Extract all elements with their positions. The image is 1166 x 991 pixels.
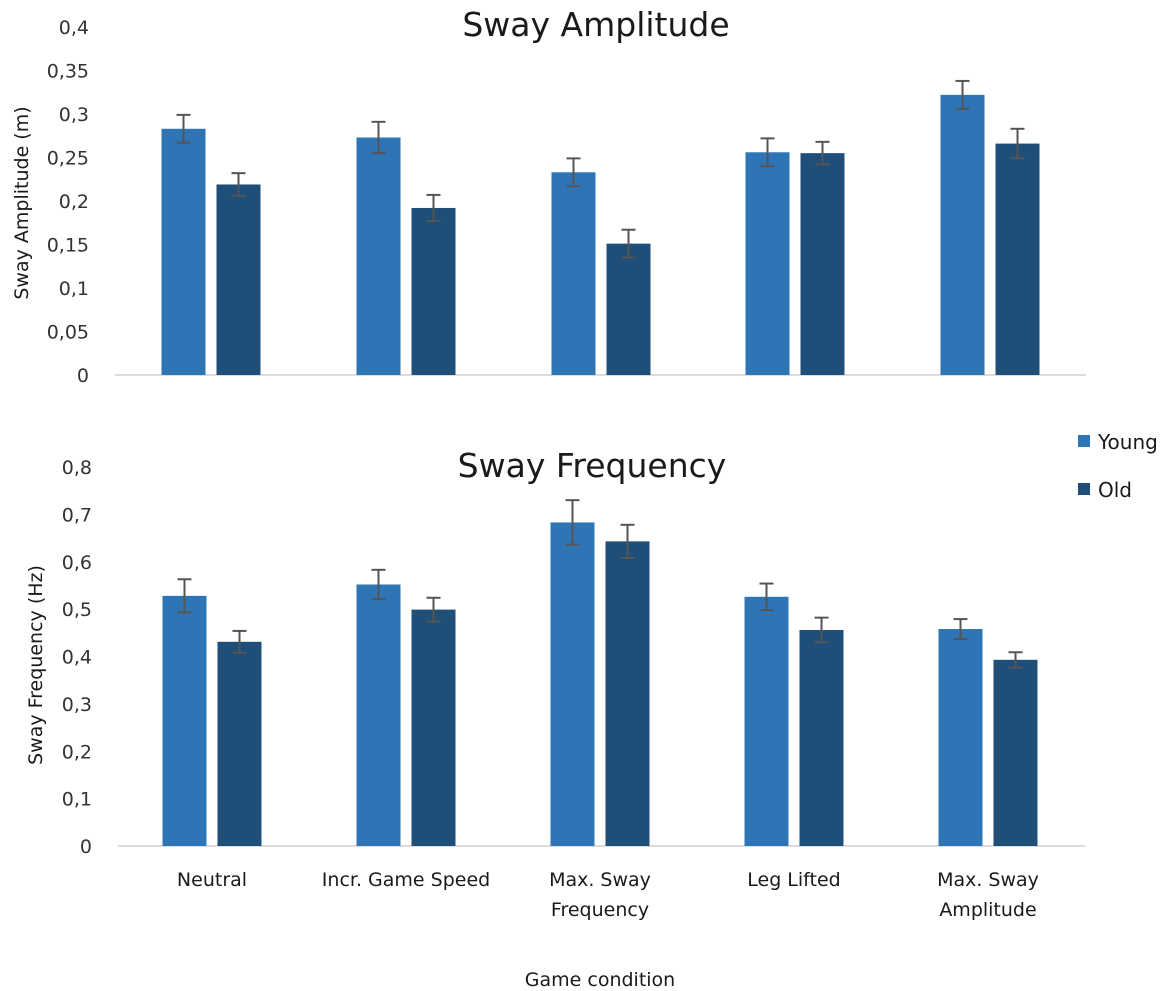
bars	[162, 499, 1038, 846]
y-tick-label: 0,8	[62, 457, 92, 479]
sway-frequency-chart: Sway Frequency Sway Frequency (Hz) 00,10…	[25, 446, 1085, 991]
legend-swatch-young	[1078, 435, 1090, 447]
bar-old	[799, 629, 844, 846]
error-bar	[231, 172, 246, 197]
y-tick-label: 0	[77, 365, 89, 387]
bars	[161, 79, 1040, 376]
y-tick-label: 0,6	[62, 552, 92, 574]
y-tick-label: 0	[80, 836, 92, 858]
error-bar	[760, 137, 775, 168]
bar-young	[551, 172, 596, 375]
y-tick-label: 0,2	[59, 191, 89, 213]
bar-old	[993, 659, 1038, 846]
bar-old	[605, 541, 650, 846]
y-axis-label: Sway Amplitude (m)	[11, 106, 33, 299]
bar-old	[411, 207, 456, 375]
bar-old	[216, 184, 261, 375]
category-label: Incr. Game Speed	[322, 869, 490, 891]
chart-title: Sway Amplitude	[462, 5, 729, 44]
error-bar	[815, 140, 830, 166]
error-bar	[955, 79, 970, 110]
category-label: Max. Sway Amplitude	[937, 869, 1039, 921]
y-tick-labels: 0 0,1 0,2 0,3 0,4 0,5 0,6 0,7 0,8	[62, 457, 92, 858]
error-bar	[232, 629, 247, 654]
bar-young	[940, 94, 985, 376]
y-tick-label: 0,25	[47, 148, 89, 170]
sway-amplitude-chart: Sway Amplitude Sway Amplitude (m) 00,050…	[11, 5, 1086, 387]
legend-swatch-old	[1078, 483, 1090, 495]
error-bar	[426, 596, 441, 623]
error-bar	[177, 578, 192, 614]
error-bar	[1008, 651, 1023, 669]
y-tick-label: 0,2	[62, 741, 92, 763]
bar-old	[800, 153, 845, 375]
bar-young	[356, 584, 401, 846]
x-axis-label: Game condition	[525, 969, 675, 991]
error-bar	[814, 616, 829, 644]
error-bar	[426, 193, 441, 223]
y-tick-label: 0,7	[62, 504, 92, 526]
bar-young	[162, 595, 207, 846]
error-bar	[565, 499, 580, 546]
y-tick-label: 0,1	[59, 278, 89, 300]
y-tick-label: 0,3	[59, 104, 89, 126]
bar-young	[356, 137, 401, 375]
error-bar	[1010, 127, 1025, 160]
category-label: Leg Lifted	[747, 869, 840, 891]
bar-old	[411, 609, 456, 846]
bar-old	[217, 641, 262, 846]
legend-label-old: Old	[1098, 478, 1132, 502]
category-labels: Neutral Incr. Game Speed Max. Sway Frequenc…	[177, 869, 1039, 921]
bar-young	[745, 152, 790, 375]
bar-young	[938, 629, 983, 846]
category-label: Neutral	[177, 869, 247, 891]
y-tick-labels: 0 0,05 0,1 0,15 0,2 0,25 0,3 0,35 0,4	[47, 17, 89, 387]
y-tick-label: 0,1	[62, 789, 92, 811]
bar-old	[606, 243, 651, 375]
bar-young	[744, 596, 789, 846]
chart-title: Sway Frequency	[458, 446, 727, 485]
y-tick-label: 0,15	[47, 235, 89, 257]
y-axis-label: Sway Frequency (Hz)	[25, 565, 47, 765]
bar-young	[161, 128, 206, 375]
legend: Young Old	[1078, 430, 1158, 502]
legend-label-young: Young	[1097, 430, 1158, 454]
y-tick-label: 0,4	[59, 17, 89, 39]
error-bar	[566, 157, 581, 188]
error-bar	[371, 568, 386, 601]
error-bar	[176, 113, 191, 144]
error-bar	[371, 120, 386, 155]
y-tick-label: 0,05	[47, 322, 89, 344]
error-bar	[620, 523, 635, 559]
error-bar	[953, 618, 968, 640]
bar-old	[995, 143, 1040, 375]
error-bar	[621, 228, 636, 259]
y-tick-label: 0,35	[47, 61, 89, 83]
y-tick-label: 0,5	[62, 599, 92, 621]
error-bar	[759, 582, 774, 612]
y-tick-label: 0,4	[62, 647, 92, 669]
category-label: Max. Sway Frequency	[549, 869, 651, 921]
bar-young	[550, 522, 595, 846]
y-tick-label: 0,3	[62, 694, 92, 716]
